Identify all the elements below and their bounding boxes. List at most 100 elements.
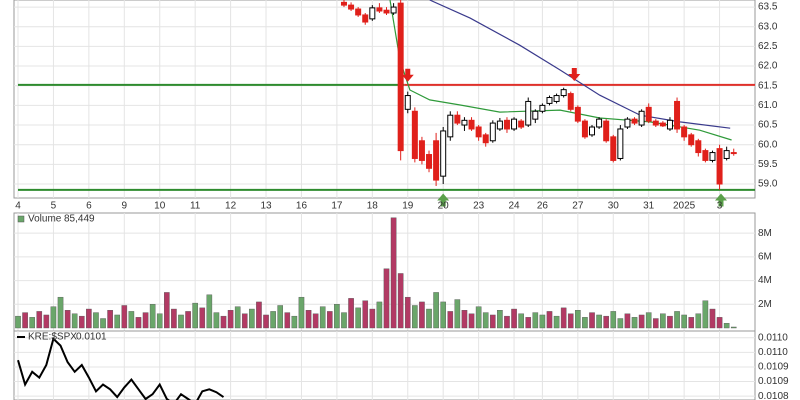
- volume-bar: [107, 310, 113, 329]
- x-tick-label: 19: [402, 201, 414, 212]
- candle-body: [603, 120, 610, 142]
- volume-bar: [730, 326, 737, 329]
- y-tick-label: 62.5: [758, 41, 778, 52]
- panel-title: KRE:$SPX: [28, 332, 77, 343]
- y-tick-label: 59.5: [758, 159, 778, 170]
- volume-bar: [348, 298, 354, 329]
- volume-bar: [716, 317, 723, 329]
- volume-bar: [206, 294, 213, 329]
- volume-bar: [291, 315, 298, 329]
- volume-bar: [660, 313, 666, 329]
- candle-body: [688, 134, 695, 146]
- candle-body: [404, 95, 411, 110]
- candle-body: [525, 100, 532, 126]
- volume-bar: [553, 315, 560, 329]
- candle-body: [652, 120, 659, 126]
- y-tick-label: 4M: [758, 275, 772, 286]
- y-tick-label: 61.5: [758, 80, 778, 91]
- volume-bar: [546, 311, 553, 329]
- x-tick-label: 31: [643, 201, 655, 212]
- volume-bar: [667, 315, 673, 329]
- candle-body: [489, 122, 496, 142]
- volume-bar: [185, 311, 191, 329]
- volume-bar: [447, 311, 454, 329]
- y-tick-label: 63.5: [758, 2, 778, 13]
- volume-bar: [355, 307, 361, 329]
- candle-body: [362, 14, 369, 23]
- candle-body: [539, 104, 546, 112]
- volume-bar: [213, 312, 220, 329]
- volume-bar: [121, 305, 128, 329]
- volume-bar: [171, 308, 177, 329]
- volume-bar: [341, 312, 347, 329]
- volume-bar: [362, 300, 369, 329]
- volume-bar: [511, 308, 517, 329]
- volume-bar: [376, 301, 383, 329]
- volume-bar: [369, 308, 376, 329]
- candle-body: [716, 148, 723, 185]
- x-tick-label: 3: [717, 201, 723, 212]
- volume-bar: [241, 313, 248, 329]
- y-tick-label: 60.0: [758, 139, 778, 150]
- volume-bar: [15, 315, 21, 329]
- volume-bar: [199, 307, 206, 329]
- candle-body: [589, 126, 596, 136]
- legend-icon: [17, 215, 25, 223]
- volume-bar: [334, 304, 340, 329]
- volume-bar: [539, 314, 546, 329]
- candle-body: [674, 100, 681, 130]
- volume-bar: [256, 301, 262, 329]
- volume-bar: [532, 312, 539, 329]
- y-tick-label: 6M: [758, 252, 772, 263]
- candle-body: [440, 130, 447, 177]
- candle-body: [376, 7, 383, 12]
- candle-body: [355, 8, 362, 16]
- volume-bar: [688, 317, 695, 329]
- volume-bar: [312, 313, 319, 329]
- volume-bar: [695, 313, 702, 329]
- volume-bar: [596, 314, 602, 329]
- volume-bar: [234, 306, 241, 329]
- volume-bar: [603, 315, 609, 329]
- volume-bar: [454, 299, 461, 329]
- candle-body: [482, 134, 489, 144]
- volume-bar: [723, 323, 730, 329]
- x-tick-label: 17: [331, 201, 343, 212]
- candle-body: [433, 140, 440, 181]
- volume-bar: [277, 305, 284, 329]
- volume-bar: [681, 314, 687, 329]
- candle-body: [369, 7, 376, 20]
- volume-bar: [135, 317, 142, 329]
- volume-bar: [29, 317, 35, 329]
- plot-area: [14, 0, 755, 198]
- x-tick-label: 6: [86, 201, 92, 212]
- candle-body: [546, 97, 553, 104]
- volume-bar: [36, 311, 43, 329]
- candle-body: [659, 122, 666, 127]
- volume-bar: [50, 306, 57, 329]
- volume-bar: [93, 312, 99, 329]
- volume-bar: [440, 301, 446, 329]
- x-tick-label: 30: [608, 201, 620, 212]
- volume-bar: [461, 310, 468, 329]
- panel-background: [13, 330, 756, 400]
- x-tick-label: 12: [225, 201, 237, 212]
- candle-body: [617, 128, 624, 159]
- x-tick-label: 2025: [673, 201, 696, 212]
- volume-bar: [575, 310, 581, 329]
- volume-bar: [114, 314, 121, 329]
- y-tick-label: 0.0109: [758, 376, 789, 387]
- volume-bar: [263, 314, 269, 329]
- y-tick-label: 8M: [758, 228, 772, 239]
- volume-bar: [43, 314, 50, 329]
- candle-body: [461, 119, 468, 126]
- y-tick-label: 0.0110: [758, 347, 788, 358]
- candle-body: [532, 110, 539, 120]
- volume-bar: [674, 311, 680, 329]
- x-tick-label: 27: [572, 201, 584, 212]
- volume-bar: [192, 302, 198, 329]
- volume-bar: [412, 305, 418, 329]
- arrow-marker: [437, 193, 450, 207]
